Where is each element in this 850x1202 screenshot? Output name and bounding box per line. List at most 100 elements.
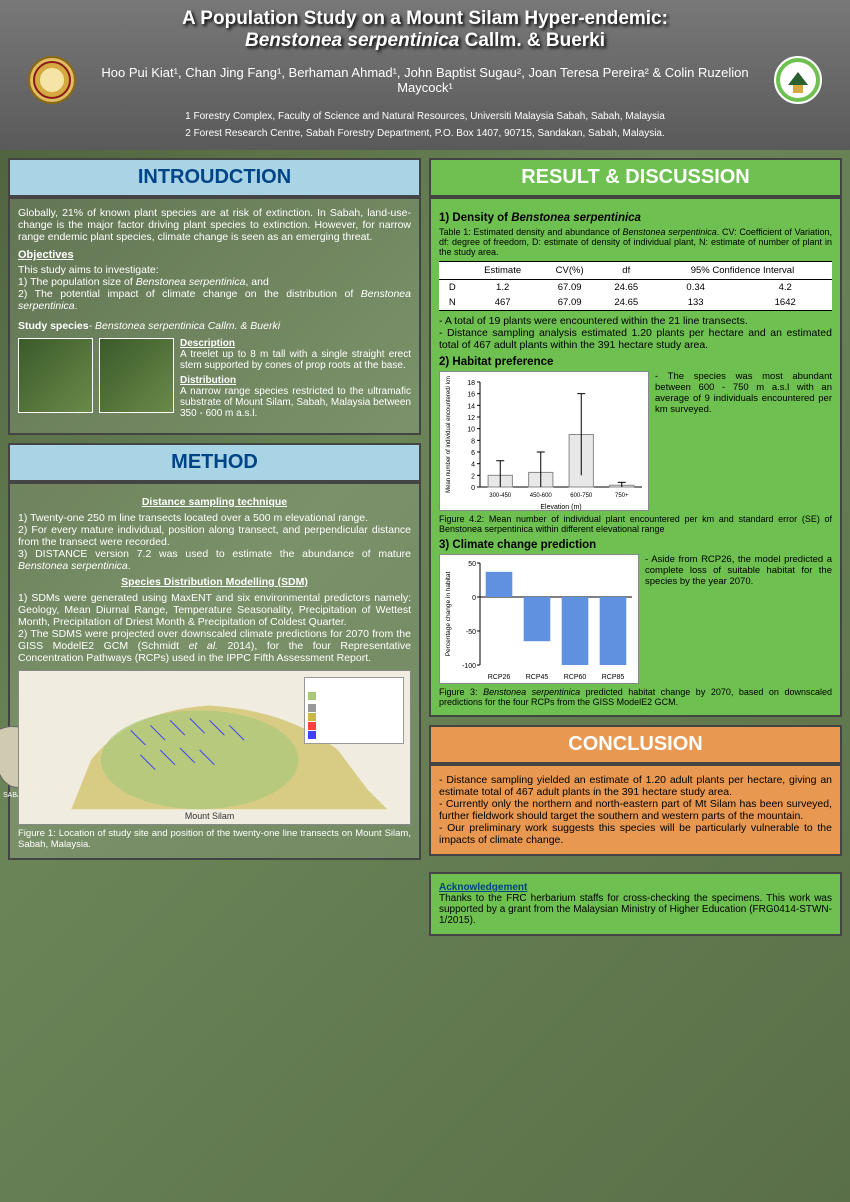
desc-text: A treelet up to 8 m tall with a single s… xyxy=(180,349,411,371)
legend-item: Sabah_Outline xyxy=(308,704,400,712)
objectives-heading: Objectives xyxy=(18,249,411,261)
svg-text:RCP26: RCP26 xyxy=(488,674,511,681)
habitat-text: - The species was most abundant between … xyxy=(655,371,832,415)
results-s1-p1: - A total of 19 plants were encountered … xyxy=(439,315,832,327)
poster-header: A Population Study on a Mount Silam Hype… xyxy=(0,0,850,150)
legend-item: Sapagaya Forest Reserve xyxy=(308,689,400,703)
sdm-p2: 2) The SDMS were projected over downscal… xyxy=(18,628,411,664)
density-table: EstimateCV(%)df95% Confidence Interval D… xyxy=(439,261,832,311)
figure-3-caption: Figure 3: Benstonea serpentinica predict… xyxy=(439,687,832,707)
svg-text:Elevation (m): Elevation (m) xyxy=(540,504,581,511)
study-site-map: Mount Silam Legend Sapagaya Forest Reser… xyxy=(18,670,411,825)
conclusion-header: CONCLUSION xyxy=(429,725,842,764)
habitat-chart: 024681012141618300-450450-600600-750750+… xyxy=(439,371,649,511)
svg-text:0: 0 xyxy=(472,595,476,602)
habitat-heading: 2) Habitat preference xyxy=(439,356,832,368)
method-p2: 2) For every mature individual, position… xyxy=(18,524,411,548)
svg-text:600-750: 600-750 xyxy=(570,493,593,499)
conclusion-p3: - Our preliminary work suggests this spe… xyxy=(439,822,832,846)
table-row: D1.267.0924.650.344.2 xyxy=(439,280,832,296)
conclusion-body: - Distance sampling yielded an estimate … xyxy=(429,764,842,856)
habitat-chart-row: 024681012141618300-450450-600600-750750+… xyxy=(439,371,832,511)
svg-text:16: 16 xyxy=(467,392,475,399)
species-description: Description A treelet up to 8 m tall wit… xyxy=(180,338,411,419)
obj-intro: This study aims to investigate: xyxy=(18,264,411,276)
climate-chart-row: 50 0 -50 -100 RCP26 RCP45 RCP60 RCP85 Percentage… xyxy=(439,554,832,684)
figure-1-caption: Figure 1: Location of study site and pos… xyxy=(18,828,411,850)
ack-title: Acknowledgement xyxy=(439,882,527,893)
svg-text:10: 10 xyxy=(467,427,475,434)
method-header: METHOD xyxy=(8,443,421,482)
method-p1: 1) Twenty-one 250 m line transects locat… xyxy=(18,512,411,524)
authors: Hoo Pui Kiat¹, Chan Jing Fang¹, Berhaman… xyxy=(76,65,774,95)
university-logo xyxy=(28,56,76,104)
svg-text:750+: 750+ xyxy=(615,493,629,499)
intro-header: INTROUDCTION xyxy=(8,158,421,197)
svg-text:RCP45: RCP45 xyxy=(526,674,549,681)
svg-text:300-450: 300-450 xyxy=(489,493,512,499)
svg-text:4: 4 xyxy=(471,462,475,469)
svg-text:18: 18 xyxy=(467,380,475,387)
left-column: INTROUDCTION Globally, 21% of known plan… xyxy=(8,158,421,936)
legend-title: Legend xyxy=(308,681,400,688)
affiliation-2: 2 Forest Research Centre, Sabah Forestry… xyxy=(12,125,838,142)
svg-text:8: 8 xyxy=(471,438,475,445)
dist-text: A narrow range species restricted to the… xyxy=(180,386,411,419)
sdm-heading: Species Distribution Modelling (SDM) xyxy=(18,576,411,588)
desc-label: Description xyxy=(180,338,411,349)
results-s1-p2: - Distance sampling analysis estimated 1… xyxy=(439,327,832,351)
method-body: Distance sampling technique 1) Twenty-on… xyxy=(8,482,421,860)
institution-logo xyxy=(774,56,822,104)
species-photo-2 xyxy=(99,338,174,413)
introduction-section: INTROUDCTION Globally, 21% of known plan… xyxy=(8,158,421,435)
dist-label: Distribution xyxy=(180,375,411,386)
density-heading: 1) Density of Benstonea serpentinica xyxy=(439,212,832,224)
table-row: N46767.0924.651331642 xyxy=(439,295,832,311)
content-columns: INTROUDCTION Globally, 21% of known plan… xyxy=(0,150,850,944)
svg-text:Mount Silam: Mount Silam xyxy=(185,811,234,821)
results-section: RESULT & DISCUSSION 1) Density of Bensto… xyxy=(429,158,842,717)
climate-chart: 50 0 -50 -100 RCP26 RCP45 RCP60 RCP85 Percentage… xyxy=(439,554,639,684)
svg-text:50: 50 xyxy=(468,561,476,568)
conclusion-p1: - Distance sampling yielded an estimate … xyxy=(439,774,832,798)
results-header: RESULT & DISCUSSION xyxy=(429,158,842,197)
climate-text: - Aside from RCP26, the model predicted … xyxy=(645,554,832,587)
legend-item: Transect path xyxy=(308,731,400,739)
intro-body: Globally, 21% of known plant species are… xyxy=(8,197,421,435)
ack-text: Thanks to the FRC herbarium staffs for c… xyxy=(439,893,832,926)
svg-text:RCP60: RCP60 xyxy=(564,674,587,681)
svg-text:Percentage change in habitat: Percentage change in habitat xyxy=(445,572,452,657)
affiliation-1: 1 Forestry Complex, Faculty of Science a… xyxy=(12,108,838,125)
obj-1: 1) The population size of Benstonea serp… xyxy=(18,276,411,288)
legend-item: Transect start/end xyxy=(308,722,400,730)
study-species: Study species- Benstonea serpentinica Ca… xyxy=(18,320,411,332)
svg-text:12: 12 xyxy=(467,415,475,422)
conclusion-p2: - Currently only the northern and north-… xyxy=(439,798,832,822)
title: A Population Study on a Mount Silam Hype… xyxy=(12,8,838,52)
conclusion-section: CONCLUSION - Distance sampling yielded a… xyxy=(429,725,842,856)
svg-text:RCP85: RCP85 xyxy=(602,674,625,681)
species-photo-1 xyxy=(18,338,93,413)
title-authority: Callm. & Buerki xyxy=(459,30,605,51)
svg-text:6: 6 xyxy=(471,450,475,457)
legend-item: Mount Silam xyxy=(308,713,400,721)
title-species: Benstonea serpentinica xyxy=(245,30,459,51)
map-wrapper: SABAH xyxy=(18,670,411,825)
svg-text:Mean number of individual enco: Mean number of individual encountered/ k… xyxy=(446,376,452,493)
svg-text:450-600: 450-600 xyxy=(530,493,553,499)
climate-heading: 3) Climate change prediction xyxy=(439,539,832,551)
title-line1: A Population Study on a Mount Silam Hype… xyxy=(182,8,668,29)
map-legend: Legend Sapagaya Forest ReserveSabah_Outl… xyxy=(304,677,404,744)
svg-text:2: 2 xyxy=(471,473,475,480)
obj-2: 2) The potential impact of climate chang… xyxy=(18,288,411,312)
acknowledgement-section: Acknowledgement Thanks to the FRC herbar… xyxy=(429,872,842,936)
distance-sampling-heading: Distance sampling technique xyxy=(18,496,411,508)
intro-p1: Globally, 21% of known plant species are… xyxy=(18,207,411,243)
logos-authors-row: Hoo Pui Kiat¹, Chan Jing Fang¹, Berhaman… xyxy=(12,52,838,108)
svg-text:-100: -100 xyxy=(462,663,476,670)
right-column: RESULT & DISCUSSION 1) Density of Bensto… xyxy=(429,158,842,936)
figure-42-caption: Figure 4.2: Mean number of individual pl… xyxy=(439,514,832,534)
svg-text:-50: -50 xyxy=(466,629,476,636)
method-p3: 3) DISTANCE version 7.2 was used to esti… xyxy=(18,548,411,572)
results-body: 1) Density of Benstonea serpentinica Tab… xyxy=(429,197,842,717)
